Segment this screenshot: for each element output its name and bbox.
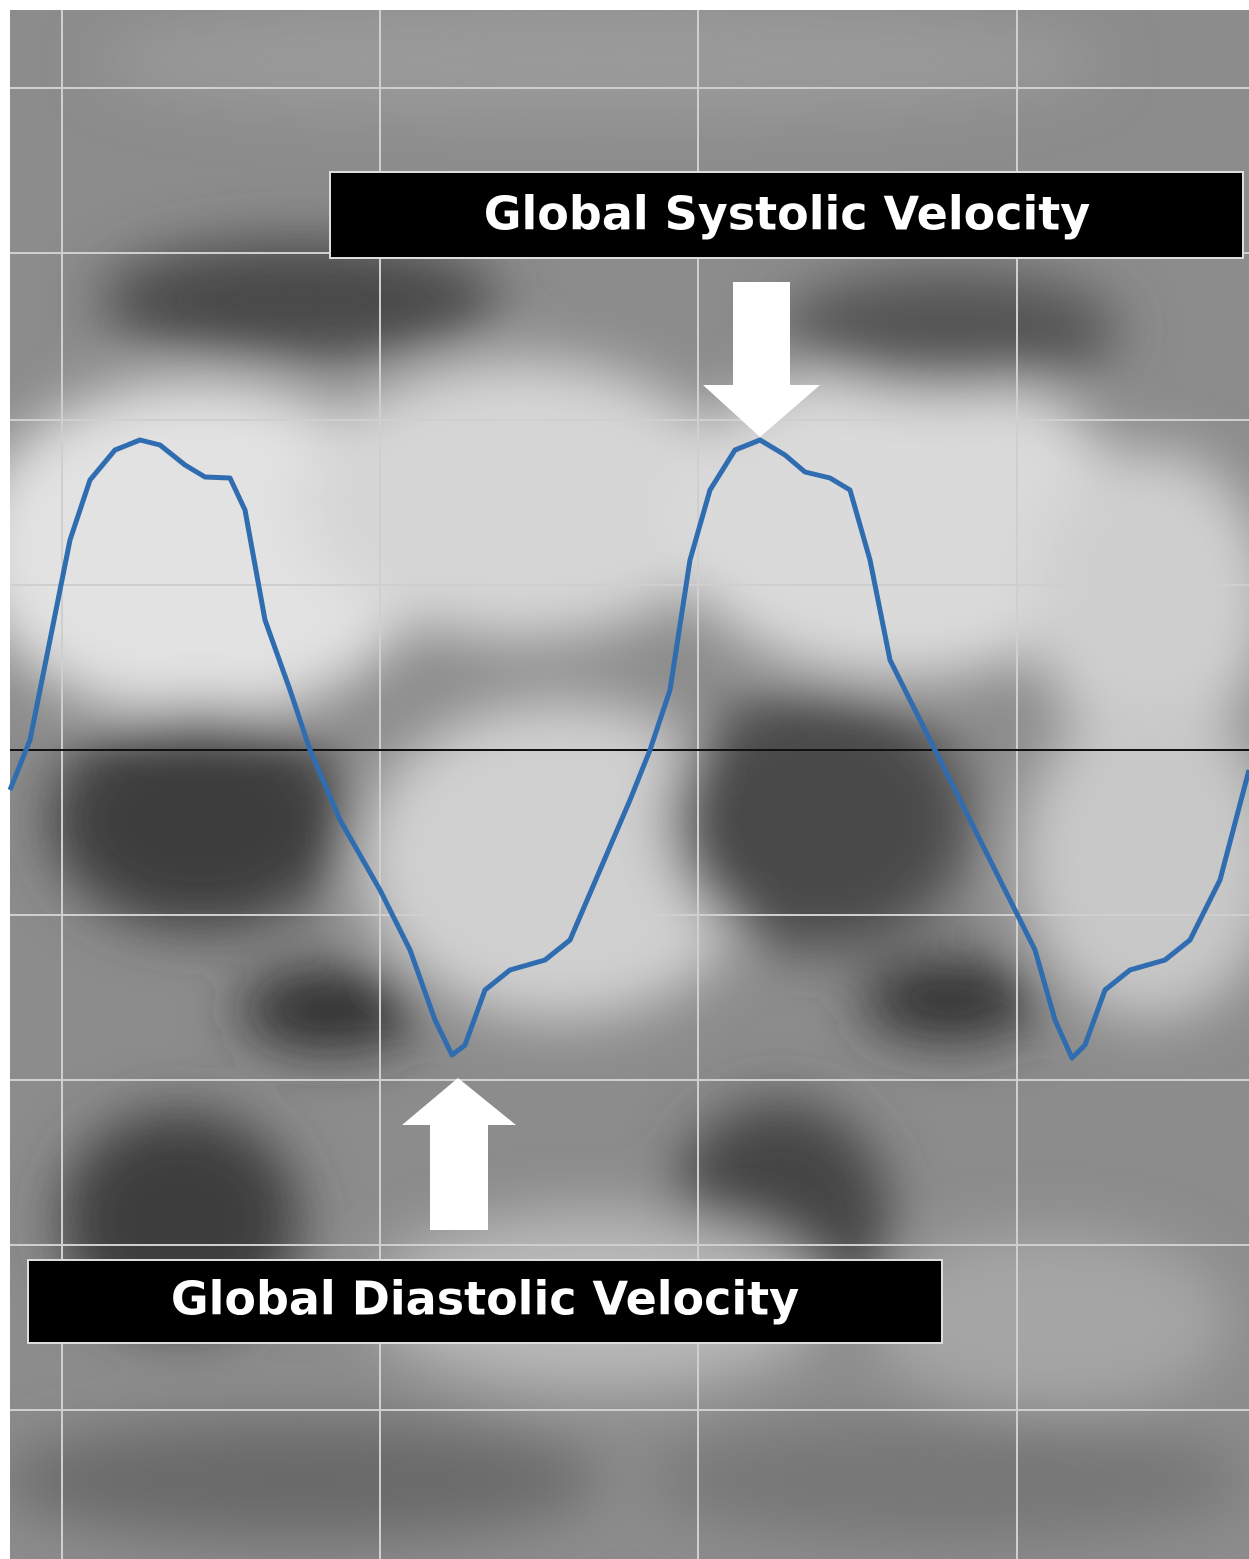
velocity-figure: Global Systolic Velocity Global Diastoli… [0,0,1249,1559]
page: {"annotations": {"systolic": "Global Sys… [0,0,1249,1559]
systolic-label: Global Systolic Velocity [484,187,1090,241]
diastolic-label: Global Diastolic Velocity [171,1272,799,1326]
